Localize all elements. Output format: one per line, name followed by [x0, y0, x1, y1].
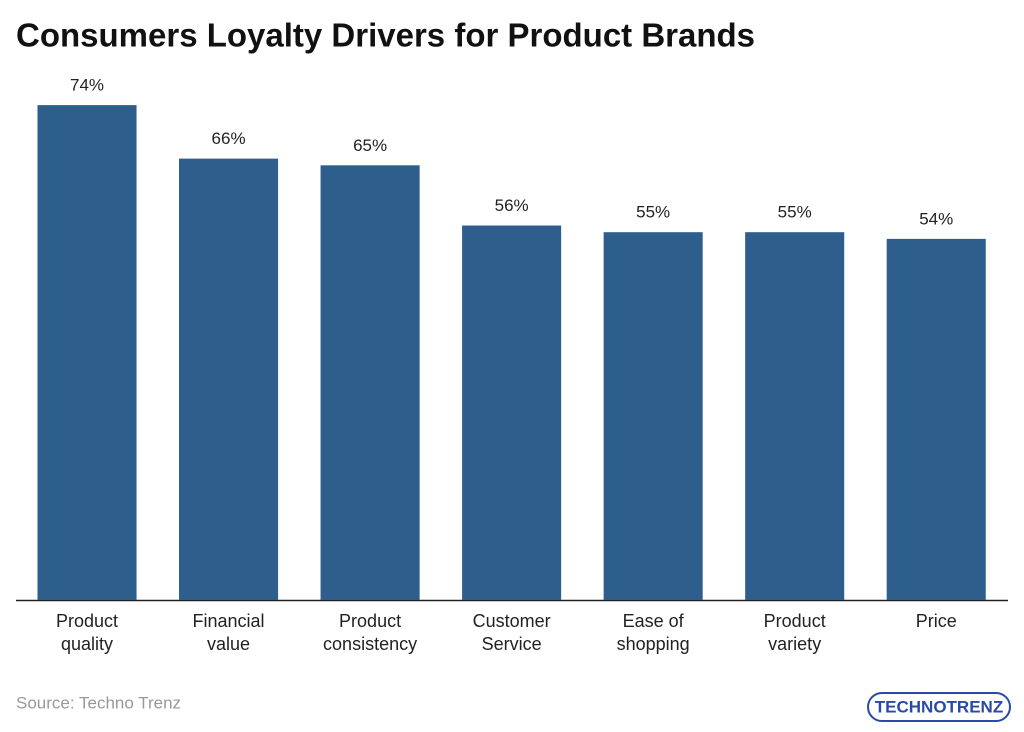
- value-label: 55%: [636, 203, 670, 222]
- bar: [179, 158, 279, 600]
- value-label: 74%: [70, 76, 104, 95]
- logo: TECHNOTRENZ: [875, 697, 1003, 716]
- x-tick-label: Product quality: [55, 611, 119, 654]
- chart-title: Consumers Loyalty Drivers for Product Br…: [16, 17, 755, 54]
- value-label: 55%: [778, 203, 812, 222]
- value-label: 66%: [212, 129, 246, 148]
- x-tick-label: Product consistency: [323, 611, 418, 654]
- bar: [37, 105, 137, 600]
- logo-frame: [867, 692, 1011, 722]
- source: Source: Techno Trenz: [16, 693, 181, 712]
- bar: [745, 232, 845, 600]
- bar: [462, 225, 562, 600]
- value-label: 54%: [919, 209, 953, 228]
- x-tick-label: Price: [915, 611, 957, 631]
- value-label: 56%: [495, 196, 529, 215]
- bar: [886, 238, 986, 600]
- x-tick-label: Ease of shopping: [616, 611, 690, 654]
- x-tick-label: Financial value: [192, 611, 265, 654]
- bar: [320, 165, 420, 600]
- bar: [603, 232, 703, 600]
- x-tick-label: Customer Service: [472, 611, 551, 654]
- value-label: 65%: [353, 136, 387, 155]
- x-tick-label: Product variety: [763, 611, 826, 654]
